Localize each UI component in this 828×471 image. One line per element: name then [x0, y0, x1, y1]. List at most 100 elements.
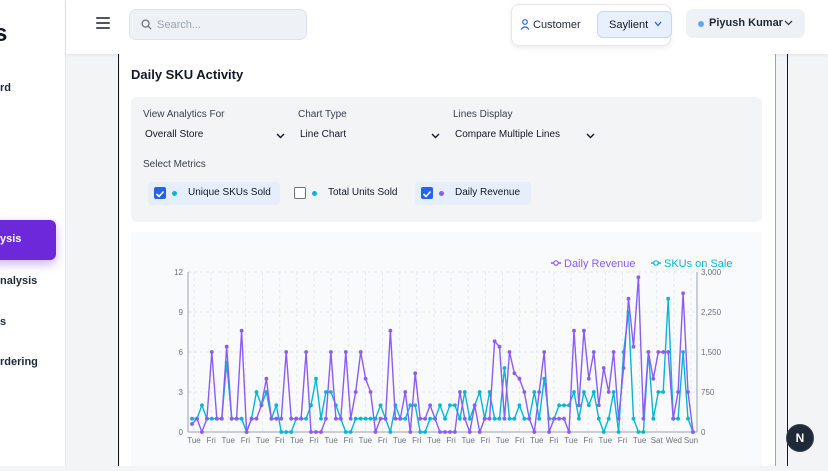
data-point — [324, 390, 328, 394]
data-point — [477, 390, 482, 394]
metric-color-dot — [312, 191, 317, 196]
checkbox-checked[interactable] — [421, 187, 433, 199]
data-point — [547, 430, 551, 434]
sidebar-item-label: ysis — [0, 233, 22, 245]
data-point — [557, 416, 561, 421]
data-point — [284, 430, 289, 434]
data-point — [274, 416, 279, 421]
data-point — [368, 416, 373, 421]
data-point — [567, 430, 571, 434]
brand-dropdown[interactable]: Saylient — [597, 11, 672, 38]
metric-label: Unique SKUs Sold — [188, 187, 271, 198]
data-point — [314, 430, 318, 434]
data-point — [229, 416, 234, 421]
data-point — [577, 403, 581, 408]
user-name: Piyush Kumar — [709, 17, 783, 29]
data-point — [289, 430, 294, 434]
x-tick-label: Tue — [496, 436, 510, 445]
search-input[interactable] — [157, 16, 297, 34]
data-point — [214, 416, 219, 421]
right-tick-label: 1,500 — [701, 348, 722, 357]
x-tick-label: Fri — [481, 436, 491, 445]
data-point — [358, 350, 363, 354]
data-point — [324, 416, 328, 421]
data-point — [646, 350, 651, 354]
analytics-value: Overall Store — [145, 129, 204, 140]
x-tick-label: Tue — [222, 436, 236, 445]
lines-display-select[interactable]: Compare Multiple Lines — [455, 129, 595, 149]
hamburger-menu-icon[interactable] — [96, 17, 110, 29]
metric-label: Total Units Sold — [328, 187, 398, 198]
data-point — [254, 416, 259, 421]
data-point — [448, 403, 452, 408]
data-point — [413, 371, 418, 376]
data-point — [398, 416, 403, 421]
data-point — [691, 430, 695, 434]
data-point — [209, 350, 214, 354]
data-point — [502, 366, 507, 370]
data-point — [666, 350, 671, 354]
metric-total-units[interactable]: Total Units Sold — [288, 182, 408, 205]
data-point — [497, 344, 502, 349]
right-tick-label: 750 — [701, 388, 715, 397]
data-point — [423, 430, 427, 434]
data-point — [606, 390, 611, 394]
status-dot-icon — [698, 21, 704, 27]
data-point — [200, 430, 204, 434]
data-point — [522, 390, 527, 394]
data-point — [348, 416, 353, 421]
x-tick-label: Tue — [324, 436, 338, 445]
data-point — [497, 416, 502, 421]
top-header: Customer Saylient Piyush Kumar — [66, 0, 828, 54]
metric-unique-skus[interactable]: Unique SKUs Sold — [148, 182, 280, 205]
series-line-skus — [192, 298, 694, 435]
data-point — [418, 430, 423, 434]
customer-selector: Customer Saylient — [511, 4, 672, 46]
data-point — [453, 403, 457, 408]
sidebar-item-analysis-active[interactable]: ysis — [0, 220, 56, 260]
data-point — [443, 416, 447, 421]
x-tick-label: Tue — [633, 436, 647, 445]
metrics-label: Select Metrics — [143, 159, 206, 170]
chevron-down-icon — [654, 21, 662, 27]
user-menu-button[interactable]: Piyush Kumar — [686, 9, 805, 38]
x-tick-label: Wed — [666, 436, 682, 445]
metric-daily-revenue[interactable]: Daily Revenue — [415, 182, 531, 205]
data-point — [418, 416, 423, 421]
chevron-down-icon — [276, 133, 285, 139]
data-point — [532, 390, 537, 394]
data-point — [453, 430, 457, 434]
data-point — [562, 416, 566, 421]
sidebar-item-4[interactable]: s — [0, 316, 7, 328]
data-point — [383, 416, 388, 421]
data-point — [438, 430, 442, 434]
sidebar-item-reordering[interactable]: rdering — [0, 356, 38, 368]
left-tick-label: 9 — [179, 308, 184, 317]
chart-type-label: Chart Type — [298, 109, 347, 120]
metric-color-dot — [439, 191, 444, 196]
left-tick-label: 12 — [174, 268, 183, 277]
x-tick-label: Fri — [241, 436, 251, 445]
data-point — [378, 403, 383, 408]
x-tick-label: Tue — [427, 436, 441, 445]
chevron-down-icon — [586, 133, 595, 139]
chart-type-select[interactable]: Line Chart — [300, 129, 440, 149]
card-title: Daily SKU Activity — [131, 67, 244, 82]
analytics-select[interactable]: Overall Store — [145, 129, 285, 149]
right-tick-label: 0 — [701, 428, 706, 437]
data-point — [532, 430, 537, 434]
x-tick-label: Sat — [651, 436, 664, 445]
data-point — [591, 350, 596, 354]
sidebar: s rd ysis nalysis s rdering — [0, 0, 66, 466]
data-point — [527, 416, 532, 421]
data-point — [195, 416, 199, 421]
checkbox-unchecked[interactable] — [294, 187, 306, 199]
data-point — [472, 403, 477, 408]
data-point — [651, 376, 656, 381]
data-point — [279, 416, 284, 421]
data-point — [428, 403, 432, 408]
sidebar-item-analysis-2[interactable]: nalysis — [0, 275, 38, 287]
next-floating-button[interactable]: N — [786, 424, 814, 452]
checkbox-checked[interactable] — [154, 187, 166, 199]
sidebar-item-dashboard[interactable]: rd — [0, 82, 11, 94]
